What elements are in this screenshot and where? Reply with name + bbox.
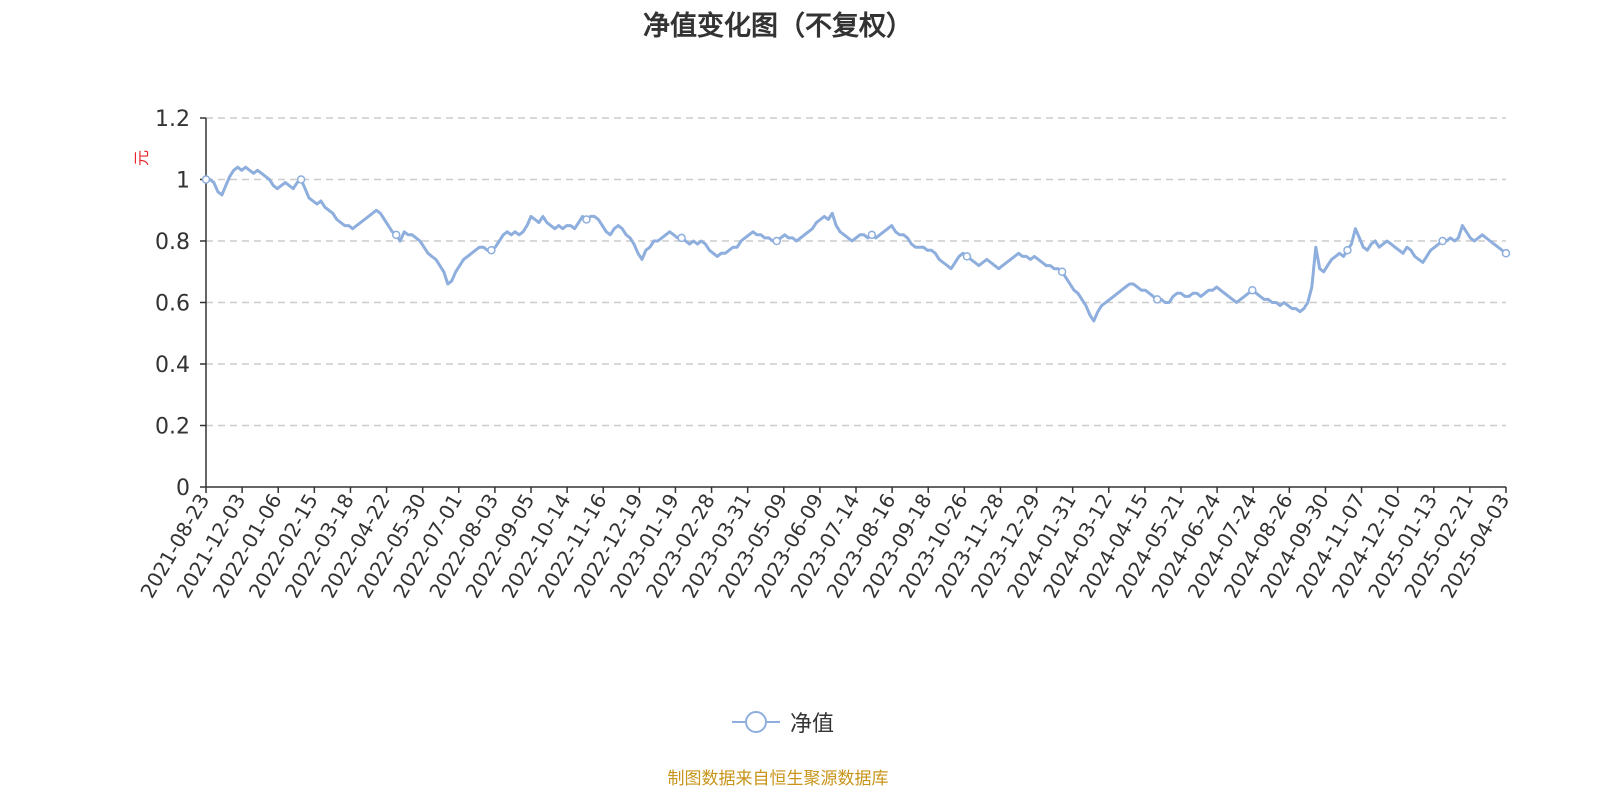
data-point[interactable]: [962, 252, 972, 261]
y-tick-label: 0.2: [155, 415, 190, 440]
y-axis-ticks: 0 0.2 0.4 0.6 0.8 1 1.2: [155, 107, 206, 501]
chart-title: 净值变化图（不复权）: [643, 11, 913, 42]
y-tick-label: 1: [176, 169, 190, 194]
y-tick-label: 0: [176, 476, 190, 501]
gridlines: [206, 117, 1506, 427]
data-point[interactable]: [201, 175, 211, 184]
source-note: 制图数据来自恒生聚源数据库: [667, 769, 889, 789]
data-point[interactable]: [1248, 285, 1257, 295]
data-point[interactable]: [867, 230, 877, 240]
data-point[interactable]: [1152, 295, 1162, 304]
legend-label: 净值: [790, 712, 835, 737]
y-tick-label: 0.8: [155, 230, 190, 255]
data-point[interactable]: [487, 245, 496, 255]
data-point[interactable]: [582, 215, 591, 224]
data-point[interactable]: [391, 230, 401, 240]
series-line-净值: [204, 165, 1508, 323]
y-tick-label: 0.6: [155, 292, 190, 317]
y-axis-label: 元: [132, 150, 151, 166]
series-layer: [201, 165, 1511, 323]
y-tick-label: 1.2: [155, 107, 190, 132]
data-point[interactable]: [1343, 245, 1352, 255]
data-point[interactable]: [772, 236, 781, 246]
y-tick-label: 0.4: [155, 353, 190, 378]
data-point[interactable]: [677, 233, 686, 243]
legend[interactable]: 净值: [732, 706, 834, 738]
x-axis-ticks: 2021-08-232021-12-032022-01-062022-02-15…: [135, 487, 1514, 602]
data-point[interactable]: [1501, 249, 1511, 258]
data-point[interactable]: [296, 175, 306, 184]
data-point[interactable]: [1438, 236, 1447, 246]
data-point[interactable]: [1057, 267, 1067, 276]
circle-line-icon: [732, 711, 780, 733]
